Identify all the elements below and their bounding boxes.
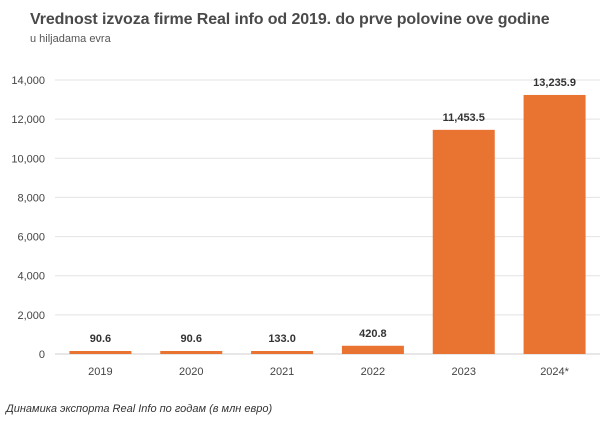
x-tick-label: 2019 xyxy=(88,366,112,378)
y-tick-label: 10,000 xyxy=(11,153,45,165)
y-tick-label: 14,000 xyxy=(11,75,45,87)
figure-caption: Динамика экспорта Real Info по годам (в … xyxy=(6,403,273,415)
x-tick-label: 2022 xyxy=(361,366,385,378)
chart-figure: Vrednost izvoza firme Real info od 2019.… xyxy=(11,11,600,378)
x-tick-label: 2021 xyxy=(270,366,294,378)
y-tick-label: 2,000 xyxy=(17,310,45,322)
chart-subtitle: u hiljadama evra xyxy=(30,33,111,45)
data-label: 13,235.9 xyxy=(533,77,576,89)
labels: 0 2,000 4,000 6,000 8,000 10,000 12,000 14,000 9… xyxy=(11,75,576,378)
data-label: 133.0 xyxy=(268,333,296,345)
data-label: 420.8 xyxy=(359,328,387,340)
data-label: 11,453.5 xyxy=(443,112,485,124)
data-label: 90.6 xyxy=(90,333,111,345)
data-label: 90.6 xyxy=(181,333,202,345)
x-tick-label: 2024* xyxy=(540,366,569,378)
x-tick-label: 2020 xyxy=(179,366,203,378)
y-tick-label: 6,000 xyxy=(17,232,45,244)
bar xyxy=(160,351,223,354)
y-tick-label: 12,000 xyxy=(11,114,45,126)
bar xyxy=(69,351,132,354)
bar xyxy=(251,351,314,354)
gridlines xyxy=(55,79,600,355)
bar-chart: 0 2,000 4,000 6,000 8,000 10,000 12,000 14,000 9… xyxy=(11,75,600,378)
bar xyxy=(432,129,495,354)
y-tick-label: 0 xyxy=(39,349,45,361)
y-tick-label: 8,000 xyxy=(17,192,45,204)
bar xyxy=(523,94,586,354)
chart-title: Vrednost izvoza firme Real info od 2019.… xyxy=(30,11,550,28)
bars xyxy=(69,94,586,354)
y-tick-label: 4,000 xyxy=(17,271,45,283)
x-tick-label: 2023 xyxy=(452,366,476,378)
bar xyxy=(341,345,404,354)
